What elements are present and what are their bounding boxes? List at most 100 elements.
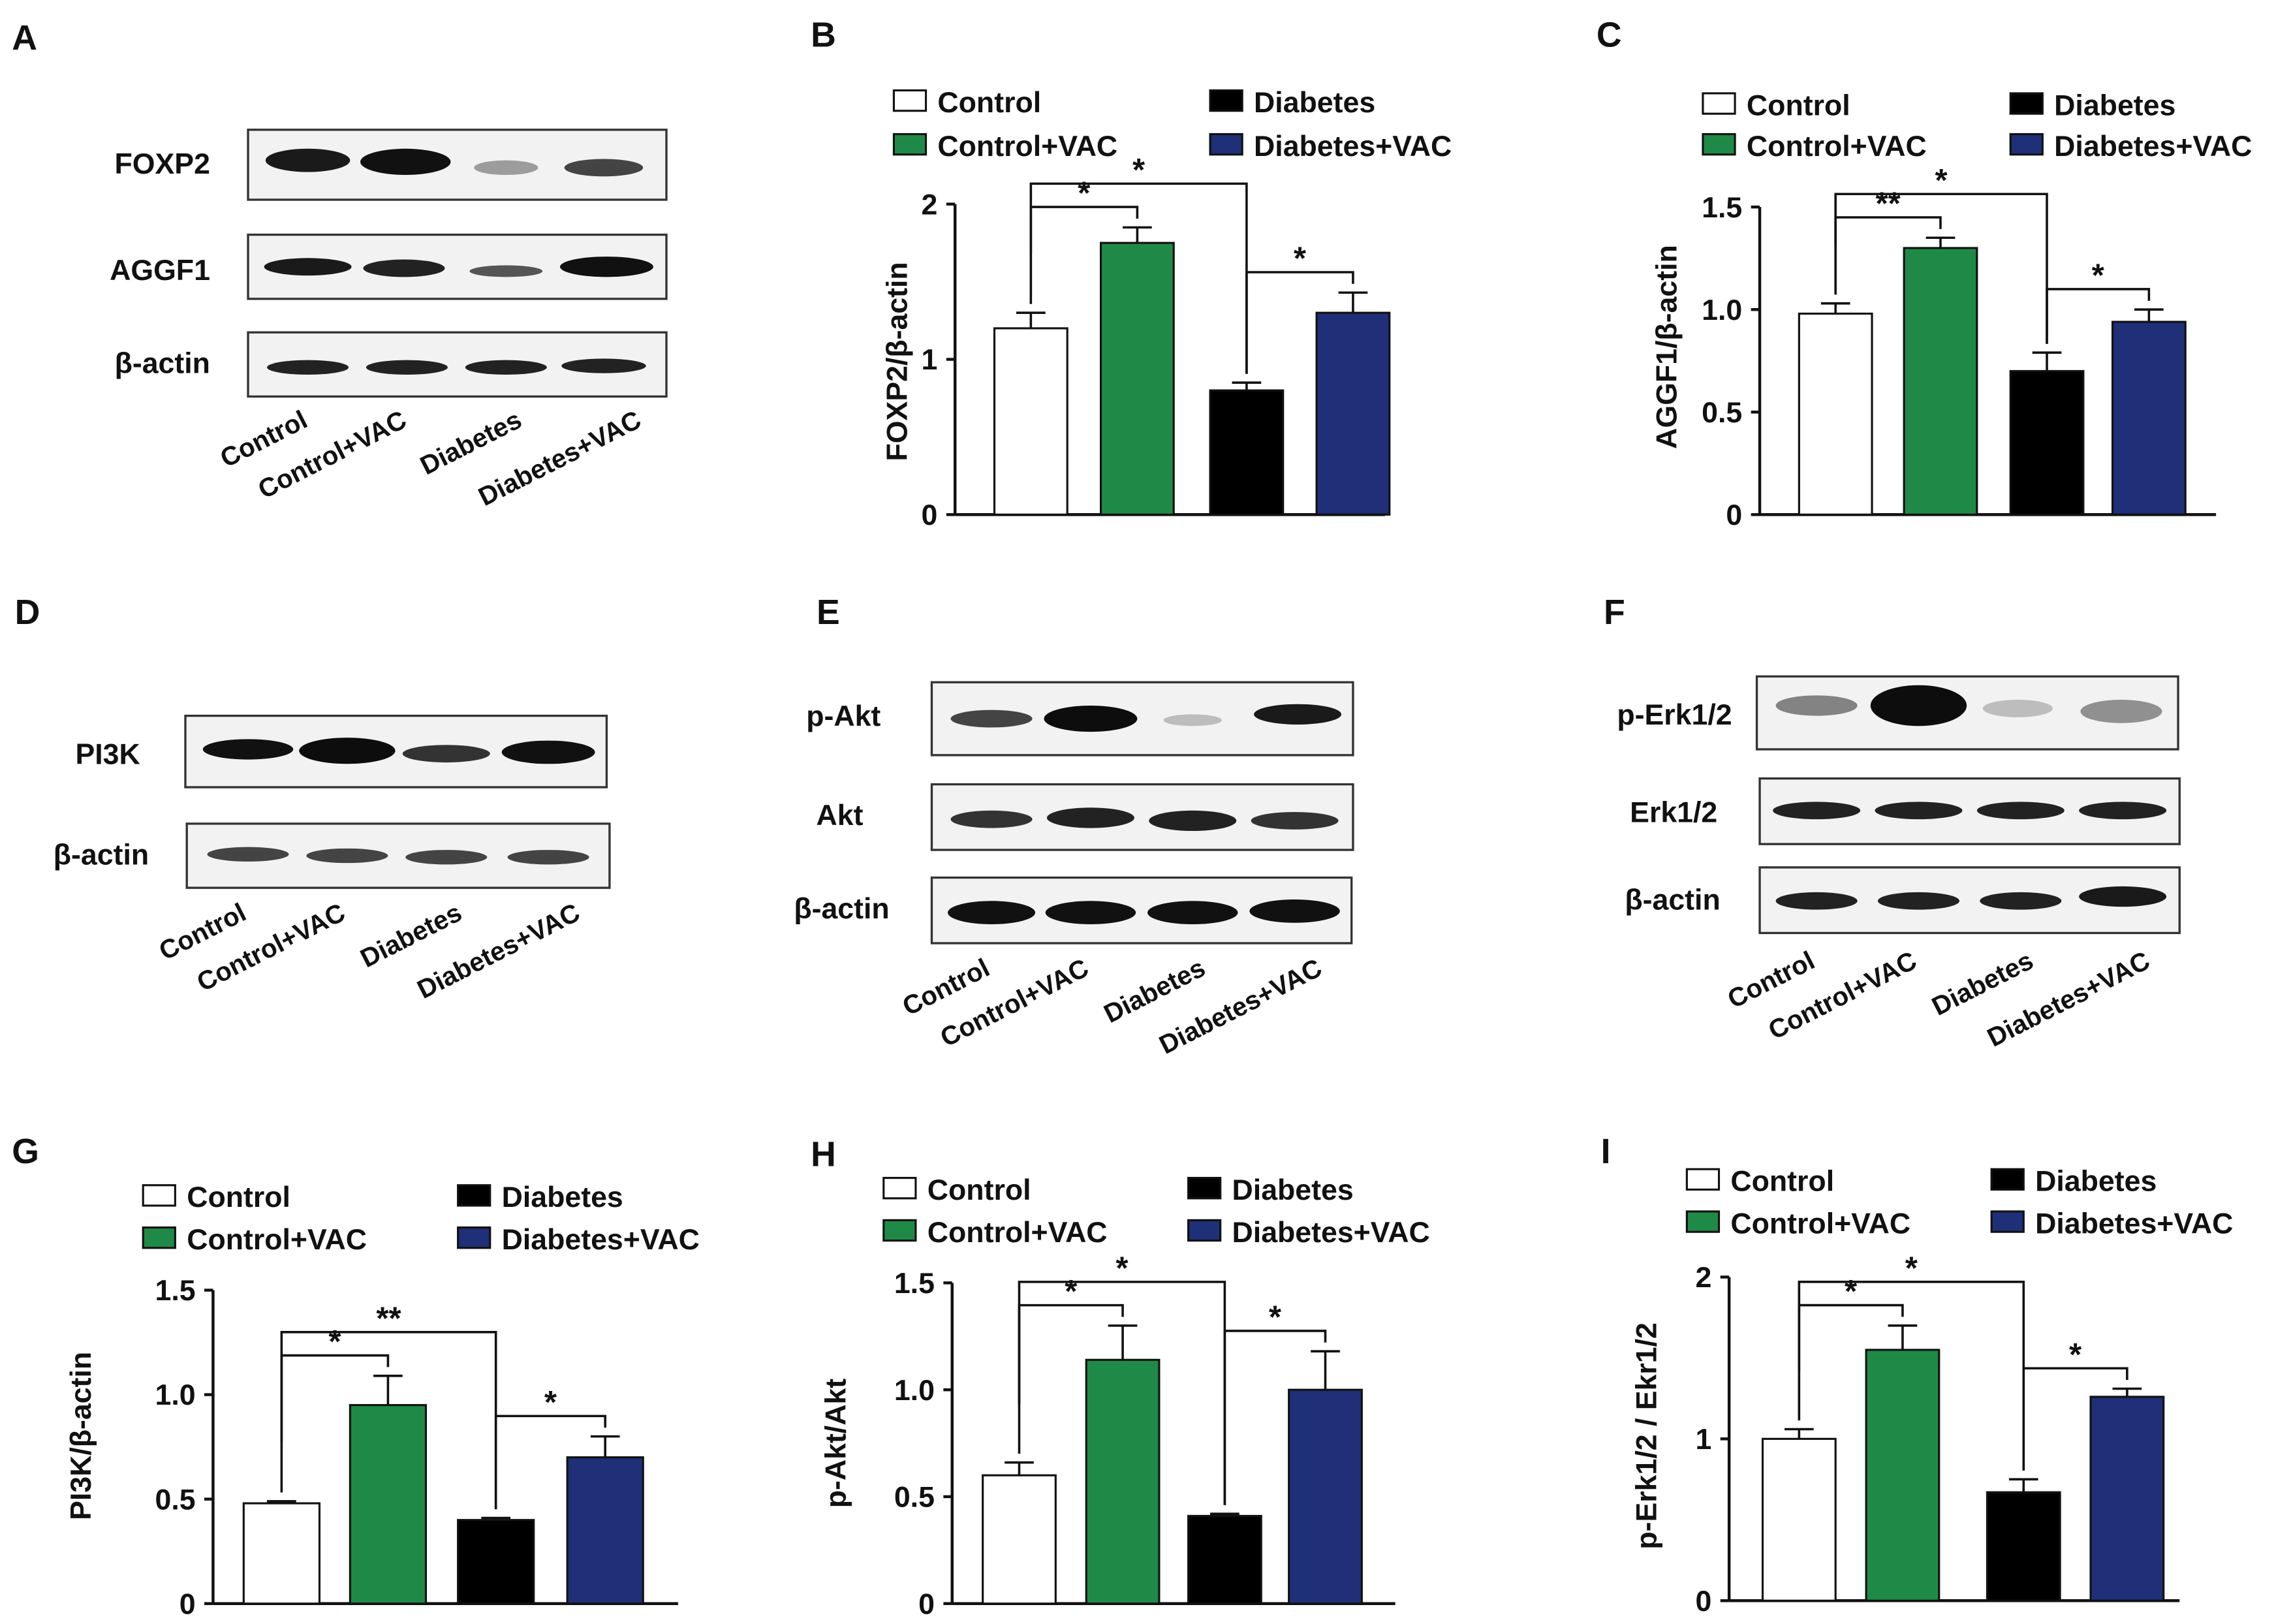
blot-band — [402, 745, 490, 763]
legend-label: Diabetes+VAC — [1254, 131, 1452, 163]
legend-swatch — [1209, 89, 1243, 112]
blot-band — [465, 360, 547, 375]
blot-band — [501, 740, 595, 764]
y-axis-label: PI3K/β-actin — [65, 1352, 97, 1520]
significance-bracket — [1834, 216, 1942, 295]
legend-label: Diabetes+VAC — [1232, 1217, 1430, 1249]
blot-band — [1254, 704, 1342, 725]
panel-letter: A — [12, 18, 37, 57]
significance-label: * — [1115, 1251, 1129, 1286]
blot-band — [564, 159, 644, 177]
legend-label: Diabetes+VAC — [502, 1224, 700, 1256]
legend-swatch — [882, 1219, 917, 1242]
legend-label: Control — [928, 1174, 1031, 1206]
significance-label: * — [2069, 1337, 2082, 1373]
blot-band — [1045, 901, 1136, 924]
legend-label: Control+VAC — [1730, 1208, 1910, 1240]
y-tick-label: 0 — [1695, 1585, 1711, 1617]
legend-label: Control+VAC — [187, 1224, 367, 1256]
y-tick-label: 0.5 — [1702, 397, 1742, 429]
blot-row-label: AGGF1 — [110, 255, 210, 287]
blot-band — [363, 259, 445, 277]
legend-swatch — [457, 1226, 491, 1249]
y-tick-label: 0.5 — [894, 1482, 935, 1514]
legend-swatch — [882, 1177, 917, 1200]
legend-swatch — [1990, 1168, 2025, 1191]
panel-letter: C — [1597, 15, 1622, 54]
legend-label: Control — [1730, 1166, 1834, 1198]
blot-band — [1875, 802, 1963, 820]
legend-swatch — [1702, 133, 1736, 156]
blot-band — [202, 739, 294, 760]
y-tick-label: 1 — [1695, 1424, 1711, 1456]
blot-row-label: p-Akt — [806, 700, 881, 732]
blot-band — [474, 160, 538, 176]
blot-row-label: Akt — [817, 800, 864, 832]
bar — [2111, 320, 2187, 516]
significance-bracket — [1223, 1330, 1327, 1505]
y-tick-label: 1.5 — [894, 1268, 935, 1300]
blot-row-label: p-Erk1/2 — [1617, 699, 1732, 731]
blot-band — [366, 360, 448, 375]
charts-layer: 012FOXP2/β-actin***ControlControl+VACDia… — [65, 87, 2253, 1620]
blot-band — [1980, 892, 2062, 910]
significance-bracket — [1798, 1304, 1904, 1421]
blot-band — [264, 258, 352, 276]
significance-bracket — [1029, 206, 1139, 304]
legend-swatch — [1990, 1210, 2025, 1233]
blot-panel-e: p-Akt Akt β-actin Control Control+VAC Di… — [794, 681, 1354, 1060]
blot-band — [1044, 705, 1138, 732]
blot-band — [950, 710, 1033, 728]
blot-band — [1775, 892, 1858, 910]
blot-band — [1976, 802, 2065, 820]
legend-swatch — [892, 89, 928, 112]
legend-label: Diabetes — [2054, 89, 2175, 121]
blot-band — [1046, 807, 1134, 828]
y-tick-label: 0 — [922, 499, 938, 531]
blot-band — [2080, 700, 2162, 723]
blot-row-label: FOXP2 — [115, 148, 210, 180]
legend-swatch — [2009, 92, 2044, 115]
legend-swatch — [1209, 133, 1243, 156]
blot-band — [561, 358, 646, 373]
blot-band — [1773, 802, 1861, 820]
blot-row-label: PI3K — [75, 738, 140, 770]
bar — [457, 1519, 535, 1605]
blot-band — [1147, 901, 1238, 924]
significance-bracket — [280, 1354, 390, 1493]
legend-swatch — [892, 133, 928, 156]
legend-label: Diabetes — [1254, 87, 1375, 119]
blot-band — [469, 265, 543, 277]
y-axis-label: p-Erk1/2 / Ekr1/2 — [1630, 1322, 1662, 1550]
blot-band — [1775, 695, 1858, 716]
significance-label: * — [1905, 1251, 1918, 1286]
bar — [1903, 247, 1978, 516]
blot-band — [360, 148, 451, 176]
bar — [1187, 1514, 1262, 1605]
y-tick-label: 1.0 — [1702, 294, 1742, 326]
blot-band — [405, 850, 488, 865]
blot-band — [559, 257, 653, 277]
bar — [2009, 369, 2085, 516]
y-axis-label: AGGF1/β-actin — [1651, 245, 1683, 449]
legend-swatch — [1685, 1210, 1721, 1233]
legend-label: Control — [1747, 89, 1850, 121]
blot-band — [207, 847, 289, 862]
bar — [2089, 1396, 2165, 1602]
blot-band — [2079, 886, 2167, 907]
legend-swatch — [1702, 92, 1736, 115]
significance-label: * — [544, 1385, 557, 1420]
legend-label: Diabetes+VAC — [2035, 1208, 2233, 1240]
blot-band — [1870, 685, 1967, 726]
blot-row-label: β-actin — [794, 893, 889, 925]
significance-label: * — [1935, 163, 1948, 198]
y-tick-label: 0 — [918, 1588, 935, 1620]
blot-band — [1982, 700, 2053, 717]
significance-label: * — [328, 1324, 341, 1360]
blot-band — [1163, 714, 1222, 726]
panel-letters: A B C D E F G H I — [12, 15, 1625, 1174]
panel-letter: G — [12, 1132, 39, 1171]
bar — [1865, 1349, 1941, 1602]
panel-letter: H — [811, 1135, 836, 1174]
blot-band — [948, 901, 1036, 924]
